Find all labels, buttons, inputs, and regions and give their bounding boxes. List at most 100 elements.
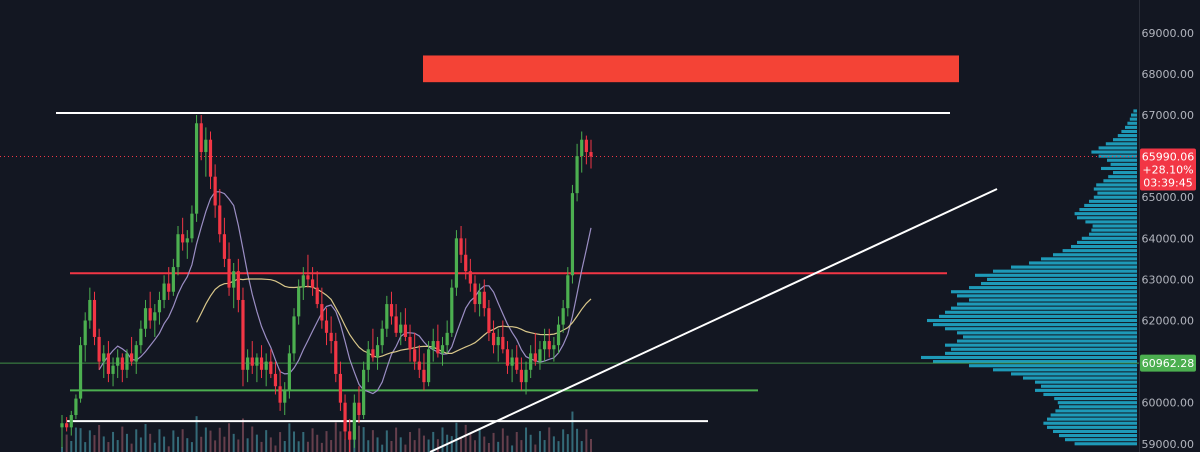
resistance-zone xyxy=(423,55,959,83)
volume-profile-bar xyxy=(957,331,1137,335)
candle-body xyxy=(194,123,199,214)
moving-averages xyxy=(98,191,592,395)
volume-bar xyxy=(158,429,161,452)
volume-profile-bar xyxy=(1084,203,1137,208)
candle-body xyxy=(60,423,64,428)
volume-bar xyxy=(395,427,398,452)
candle-body xyxy=(162,283,166,300)
volume-bar xyxy=(511,445,514,452)
volume-profile-bar xyxy=(1133,109,1137,113)
volume-bar xyxy=(525,427,528,452)
volume-profile-bar xyxy=(1029,261,1137,265)
volume-profile-bar xyxy=(957,339,1137,343)
price-tick-label: 64000.00 xyxy=(1142,232,1195,245)
current-price-tag-bg xyxy=(1140,148,1196,191)
volume-profile-bar xyxy=(969,286,1137,290)
volume-bar xyxy=(302,432,305,452)
candle-body xyxy=(408,336,412,350)
candle-body xyxy=(264,361,268,370)
volume-bar xyxy=(88,430,91,452)
volume-bar xyxy=(455,422,458,452)
volume-bar xyxy=(339,431,342,452)
candle-body xyxy=(167,283,171,292)
candle-body xyxy=(102,353,106,362)
candle-body xyxy=(394,316,398,333)
candle-body xyxy=(538,349,542,362)
candle-body xyxy=(278,386,282,403)
volume-bar xyxy=(79,428,82,452)
volume-bar xyxy=(534,444,537,452)
candle-body xyxy=(236,271,240,300)
volume-profile-bar xyxy=(951,306,1137,310)
volume-bar xyxy=(557,441,560,452)
volume-profile-bar xyxy=(1113,171,1137,175)
volume-profile-bar xyxy=(1108,175,1137,179)
candle-body xyxy=(116,357,120,366)
candle-body xyxy=(422,369,426,383)
volume-bar xyxy=(436,439,439,452)
candle-body xyxy=(301,275,305,288)
volume-profile-bar xyxy=(987,277,1137,281)
volume-profile-bar xyxy=(1091,228,1137,232)
candle-body xyxy=(222,234,227,259)
candle-body xyxy=(315,287,319,305)
ascending-trendline[interactable] xyxy=(429,188,998,452)
volume-bar xyxy=(441,427,444,452)
candle-body xyxy=(357,402,361,416)
level-price-tag-bg xyxy=(1140,354,1196,372)
candle-body xyxy=(491,332,496,346)
candle-body xyxy=(120,357,124,370)
volume-bar xyxy=(497,441,500,452)
candle-body xyxy=(83,320,87,346)
volume-profile-bar xyxy=(933,323,1137,327)
candle-body xyxy=(431,341,435,350)
candle-body xyxy=(78,345,83,399)
volume-bar xyxy=(473,440,476,452)
volume-profile-bar xyxy=(1081,236,1137,240)
volume-profile-bar xyxy=(1041,384,1137,388)
volume-bar xyxy=(232,433,235,452)
candle-body xyxy=(380,328,384,346)
candle-body xyxy=(440,345,445,354)
volume-bar xyxy=(190,442,193,452)
candle-body xyxy=(65,423,69,428)
volume-profile-bar xyxy=(1093,195,1137,199)
volume-bar xyxy=(538,431,541,452)
volume-bar xyxy=(413,440,416,452)
candle-body xyxy=(171,267,175,292)
volume-bar xyxy=(214,440,217,452)
volume-bar xyxy=(84,442,87,452)
volume-profile-bar xyxy=(1035,380,1137,384)
volume-profile-bar xyxy=(1110,162,1137,166)
volume-profile-bar xyxy=(1057,401,1137,405)
candle-body xyxy=(468,271,472,284)
candle-body xyxy=(450,287,454,333)
volume-bar xyxy=(125,433,128,452)
volume-profile-bar xyxy=(951,347,1137,351)
volume-bar xyxy=(460,437,463,452)
candle-body xyxy=(324,320,329,333)
candle-body xyxy=(88,299,92,321)
candle-body xyxy=(375,345,380,358)
volume-bar xyxy=(316,434,319,452)
candle-body xyxy=(454,238,459,288)
candle-body xyxy=(473,283,477,305)
volume-bar xyxy=(529,434,532,452)
volume-bar xyxy=(288,423,291,452)
volume-bar xyxy=(371,430,374,452)
volume-profile-bar xyxy=(1043,421,1137,425)
candlesticks[interactable] xyxy=(60,115,593,452)
candle-body xyxy=(310,279,315,288)
volume-bar xyxy=(362,427,365,452)
volume-bar xyxy=(74,427,77,452)
volume-profile-bar xyxy=(1053,253,1137,257)
volume-bar xyxy=(399,437,402,452)
volume-profile-bar xyxy=(1062,249,1137,253)
volume-bar xyxy=(418,428,421,452)
price-tick-label: 65000.00 xyxy=(1142,191,1195,204)
volume-bar xyxy=(260,441,263,452)
volume-profile-bar xyxy=(993,368,1137,372)
volume-profile-bar xyxy=(1050,413,1137,417)
candle-body xyxy=(181,234,185,243)
